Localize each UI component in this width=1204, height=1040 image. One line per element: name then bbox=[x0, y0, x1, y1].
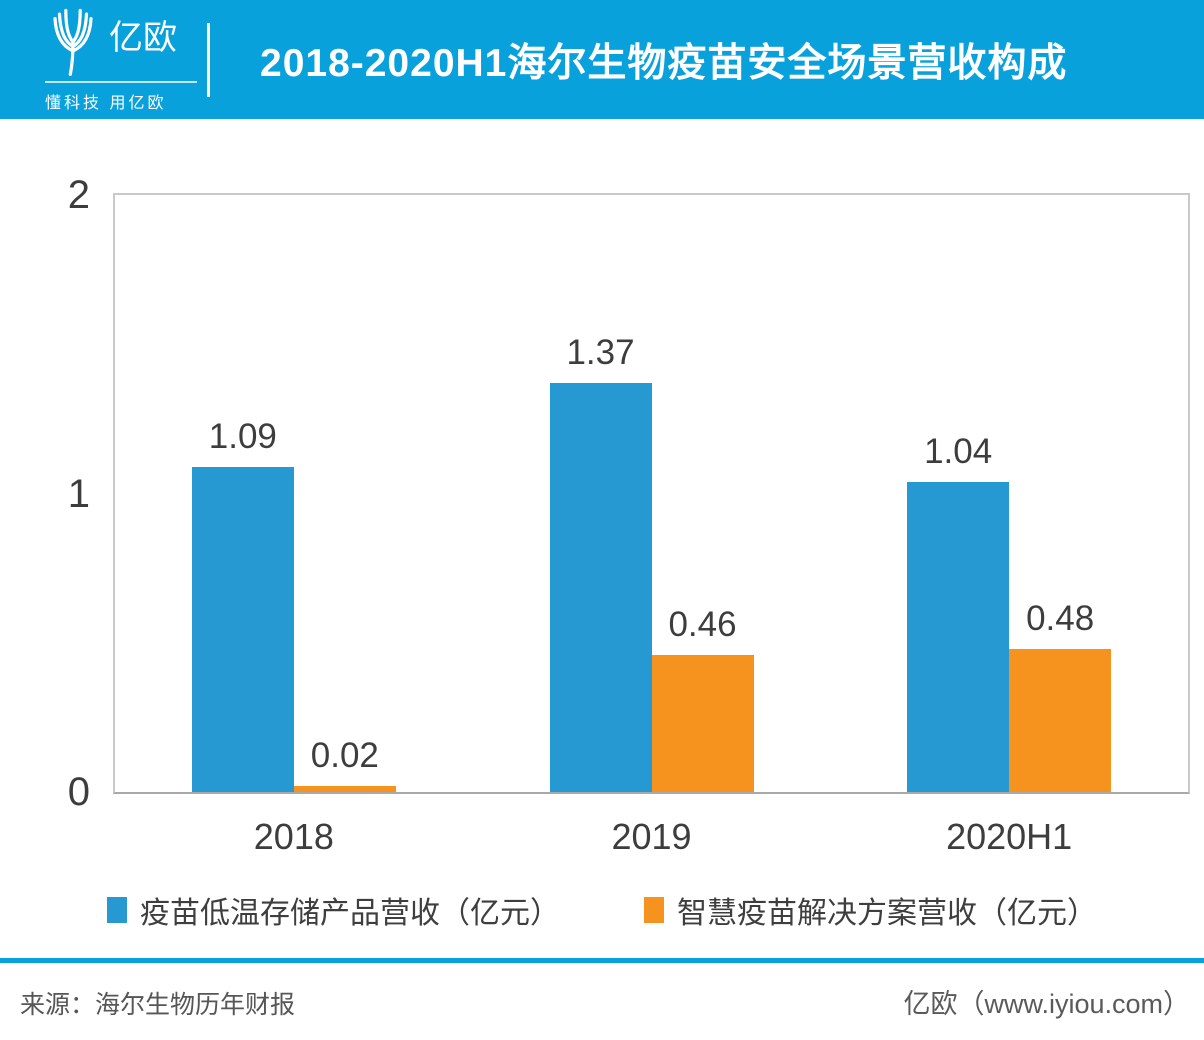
logo-wordmark: 亿欧 bbox=[109, 19, 177, 57]
legend-item-0: 疫苗低温存储产品营收（亿元） bbox=[107, 888, 560, 932]
value-label-2018-series1: 0.02 bbox=[310, 736, 379, 776]
legend-label-1: 智慧疫苗解决方案营收（亿元） bbox=[677, 897, 1097, 930]
value-label-2019-series0: 1.37 bbox=[566, 333, 635, 373]
y-tick-label-1: 1 bbox=[67, 471, 90, 516]
value-label-2019-series1: 0.46 bbox=[668, 604, 737, 644]
logo-tagline: 懂科技 用亿欧 bbox=[45, 95, 167, 112]
x-tick-label-2020H1: 2020H1 bbox=[946, 816, 1073, 857]
value-label-2020H1-series1: 0.48 bbox=[1026, 598, 1095, 638]
bar-2019-series0 bbox=[549, 383, 652, 792]
footer: 来源：海尔生物历年财报 亿欧（www.iyiou.com） bbox=[0, 982, 1204, 1021]
x-tick-label-2018: 2018 bbox=[253, 816, 334, 857]
x-tick-label-2019: 2019 bbox=[611, 816, 692, 857]
logo-row: 亿欧 bbox=[45, 6, 203, 78]
bar-2020H1-series1 bbox=[1009, 648, 1112, 792]
brand-text: 亿欧（www.iyiou.com） bbox=[903, 989, 1190, 1019]
bar-2019-series1 bbox=[651, 654, 754, 792]
value-label-2020H1-series0: 1.04 bbox=[924, 431, 993, 471]
footer-rule bbox=[0, 958, 1204, 963]
logo-underline bbox=[45, 81, 197, 83]
legend-item-1: 智慧疫苗解决方案营收（亿元） bbox=[644, 888, 1097, 932]
header-divider bbox=[207, 22, 210, 97]
y-tick-label-0: 0 bbox=[67, 770, 90, 814]
header: 亿欧 懂科技 用亿欧 2018-2020H1海尔生物疫苗安全场景营收构成 bbox=[0, 0, 1204, 119]
legend-swatch-1 bbox=[644, 897, 664, 923]
legend: 疫苗低温存储产品营收（亿元） 智慧疫苗解决方案营收（亿元） bbox=[0, 888, 1204, 932]
chart-title: 2018-2020H1海尔生物疫苗安全场景营收构成 bbox=[260, 41, 1068, 85]
bar-2018-series1 bbox=[293, 786, 396, 792]
source-text: 来源：海尔生物历年财报 bbox=[20, 991, 296, 1019]
y-tick-label-2: 2 bbox=[67, 173, 90, 217]
bar-2018-series0 bbox=[191, 466, 294, 792]
logo: 亿欧 懂科技 用亿欧 bbox=[45, 6, 203, 113]
iyiou-logo-icon bbox=[53, 8, 93, 77]
plot-area: 1.09 0.02 1.37 0.46 1.04 0.48 bbox=[113, 193, 1190, 794]
legend-swatch-0 bbox=[107, 897, 127, 923]
bar-2020H1-series0 bbox=[907, 481, 1010, 792]
legend-label-0: 疫苗低温存储产品营收（亿元） bbox=[140, 897, 560, 930]
value-label-2018-series0: 1.09 bbox=[208, 416, 277, 456]
